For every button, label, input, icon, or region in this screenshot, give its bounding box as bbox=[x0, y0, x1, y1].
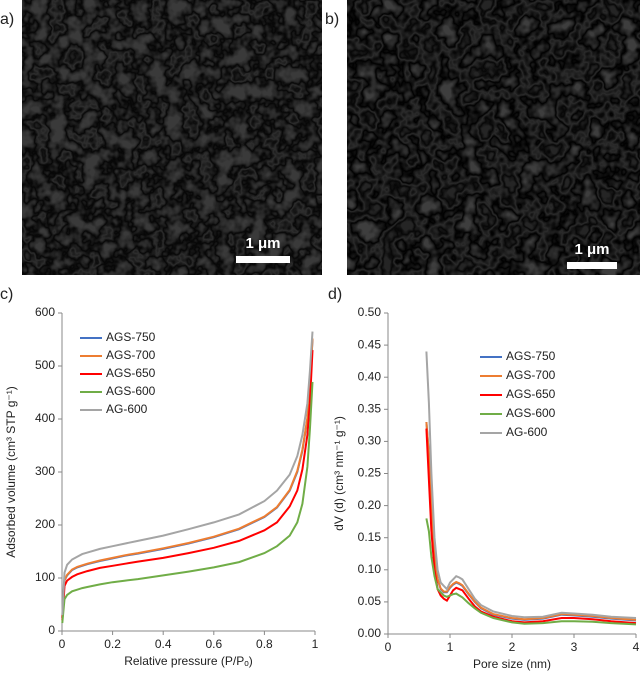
x-tick-label: 0.6 bbox=[205, 637, 222, 651]
y-tick-label: 500 bbox=[35, 358, 55, 372]
series-line bbox=[61, 381, 314, 624]
panel-label: b) bbox=[325, 11, 339, 28]
legend-label: AGS-750 bbox=[506, 349, 556, 363]
legend-label: AGS-600 bbox=[106, 384, 156, 398]
y-tick-label: 0.25 bbox=[358, 466, 382, 480]
series-line bbox=[61, 338, 314, 618]
x-tick-label: 2 bbox=[509, 640, 516, 654]
legend-label: AGS-700 bbox=[506, 368, 556, 382]
panel-label: d) bbox=[328, 286, 342, 303]
legend-label: AGS-600 bbox=[506, 406, 556, 420]
legend-label: AGS-650 bbox=[506, 387, 556, 401]
x-tick-label: 0.2 bbox=[104, 637, 121, 651]
legend-label: AGS-700 bbox=[106, 348, 156, 362]
x-tick-label: 4 bbox=[633, 640, 640, 654]
series-line bbox=[61, 339, 314, 618]
x-axis-label: Relative pressure (P/Pₒ) bbox=[124, 654, 253, 668]
y-tick-label: 400 bbox=[35, 411, 55, 425]
sem-image-a bbox=[22, 0, 322, 275]
scale-bar-label: 1 μm bbox=[574, 241, 609, 258]
x-tick-label: 1 bbox=[447, 640, 454, 654]
y-tick-label: 0.35 bbox=[358, 401, 382, 415]
y-tick-label: 0.40 bbox=[358, 369, 382, 383]
scale-bar-label: 1 μm bbox=[245, 235, 280, 252]
series-line bbox=[425, 518, 637, 626]
y-tick-label: 300 bbox=[35, 464, 55, 478]
y-tick-label: 0.50 bbox=[358, 305, 382, 319]
series-line bbox=[425, 422, 637, 621]
x-tick-label: 0.4 bbox=[155, 637, 172, 651]
legend-label: AGS-650 bbox=[106, 366, 156, 380]
x-tick-label: 3 bbox=[571, 640, 578, 654]
series-line bbox=[425, 351, 637, 619]
y-tick-label: 0.05 bbox=[358, 594, 382, 608]
legend-label: AGS-750 bbox=[106, 330, 156, 344]
x-tick-label: 0 bbox=[59, 637, 66, 651]
y-tick-label: 100 bbox=[35, 570, 55, 584]
legend-label: AG-600 bbox=[106, 402, 148, 416]
x-tick-label: 1 bbox=[312, 637, 319, 651]
legend-label: AG-600 bbox=[506, 425, 548, 439]
y-tick-label: 0.20 bbox=[358, 498, 382, 512]
x-tick-label: 0 bbox=[385, 640, 392, 654]
y-tick-label: 0.10 bbox=[358, 562, 382, 576]
series-line bbox=[425, 422, 637, 622]
y-tick-label: 0.00 bbox=[358, 626, 382, 640]
y-tick-label: 0 bbox=[48, 623, 55, 637]
panel-label: c) bbox=[0, 286, 13, 303]
y-axis-label: Adsorbed volume (cm³ STP g⁻¹) bbox=[4, 386, 18, 558]
panel-label: a) bbox=[0, 11, 14, 28]
series-line bbox=[61, 350, 314, 621]
y-tick-label: 200 bbox=[35, 517, 55, 531]
y-tick-label: 0.15 bbox=[358, 530, 382, 544]
y-tick-label: 0.45 bbox=[358, 337, 382, 351]
y-tick-label: 0.30 bbox=[358, 434, 382, 448]
x-axis-label: Pore size (nm) bbox=[473, 657, 551, 671]
sem-image-b bbox=[347, 0, 640, 275]
y-axis-label: dV (d) (cm³ nm⁻¹ g⁻¹) bbox=[332, 416, 346, 531]
x-tick-label: 0.8 bbox=[256, 637, 273, 651]
y-tick-label: 600 bbox=[35, 305, 55, 319]
series-line bbox=[61, 331, 314, 616]
